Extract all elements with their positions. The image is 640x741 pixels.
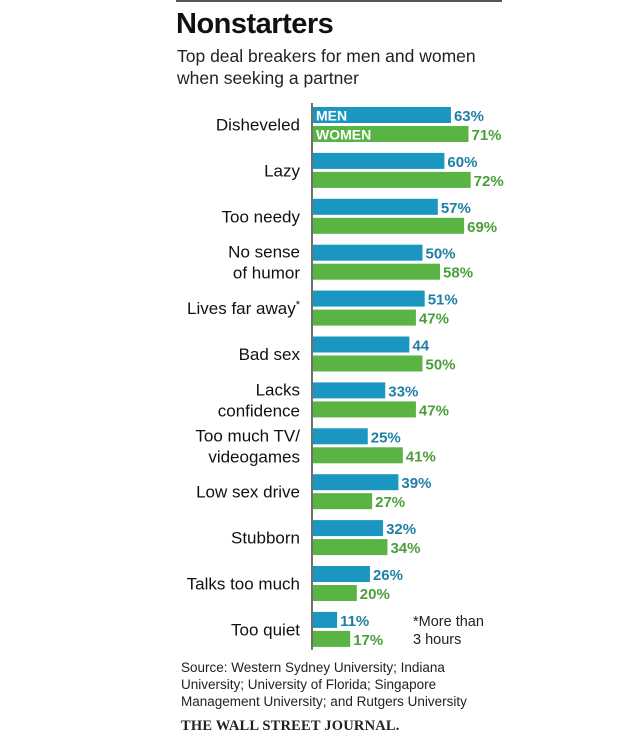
- category-label: of humor: [233, 264, 300, 283]
- value-label-women: 27%: [375, 494, 405, 511]
- bar-women: [313, 309, 416, 326]
- bar-men: [313, 474, 399, 491]
- value-label-men: 32%: [386, 521, 416, 538]
- value-label-men: 26%: [373, 567, 403, 584]
- category-label: Disheveled: [216, 116, 300, 135]
- value-label-women: 72%: [474, 173, 504, 190]
- bar-women: [313, 171, 471, 188]
- bar-men: [313, 152, 445, 169]
- bar-men: [313, 611, 338, 628]
- value-label-women: 58%: [443, 265, 473, 282]
- value-label-men: 11%: [340, 613, 369, 630]
- bar-women: [313, 401, 416, 418]
- category-label: Bad sex: [239, 345, 301, 364]
- bar-women: [313, 585, 357, 601]
- footnote-marker: *: [296, 299, 301, 311]
- bar-men: [313, 520, 384, 537]
- value-label-women: 50%: [426, 357, 456, 374]
- value-label-men: 44: [412, 338, 429, 355]
- bar-men: [313, 290, 425, 307]
- legend-women: WOMEN: [316, 127, 371, 143]
- value-label-men: 50%: [426, 246, 456, 263]
- value-label-men: 39%: [401, 475, 431, 492]
- bar-women: [313, 539, 388, 556]
- category-label: Too quiet: [231, 620, 300, 639]
- bar-men: [313, 107, 451, 123]
- value-label-women: 47%: [419, 402, 449, 419]
- value-label-men: 25%: [371, 429, 401, 446]
- value-label-women: 47%: [419, 311, 449, 328]
- bar-men: [313, 566, 370, 582]
- category-label: Lacks: [256, 380, 300, 399]
- category-label: Too needy: [222, 207, 301, 226]
- category-label: Low sex drive: [196, 483, 300, 502]
- category-label: Lives far away*: [187, 299, 301, 318]
- bar-women: [313, 355, 423, 372]
- category-label: videogames: [208, 447, 300, 466]
- top-rule: [176, 0, 502, 2]
- category-label: Talks too much: [187, 575, 300, 594]
- bar-men: [313, 382, 386, 399]
- value-label-women: 17%: [353, 632, 383, 649]
- bar-women: [313, 126, 469, 142]
- bar-men: [313, 244, 423, 261]
- category-label: Lazy: [264, 161, 300, 180]
- value-label-women: 34%: [390, 540, 420, 557]
- value-label-men: 33%: [388, 383, 418, 400]
- chart-subtitle: Top deal breakers for men and women when…: [177, 46, 476, 88]
- chart-title: Nonstarters: [176, 8, 334, 40]
- value-label-women: 41%: [406, 448, 436, 465]
- bar-women: [313, 263, 441, 280]
- bar-men: [313, 336, 410, 353]
- legend-men: MEN: [316, 108, 347, 124]
- publisher-logo: THE WALL STREET JOURNAL.: [181, 718, 400, 734]
- bar-women: [313, 217, 465, 234]
- bar-women: [313, 630, 351, 647]
- value-label-women: 20%: [360, 586, 390, 603]
- bar-women: [313, 493, 373, 510]
- bar-men: [313, 428, 368, 445]
- category-label: confidence: [218, 401, 300, 420]
- value-label-men: 51%: [428, 292, 458, 309]
- value-label-men: 60%: [447, 154, 477, 171]
- bar-men: [313, 198, 438, 215]
- source-note: Source: Western Sydney University; India…: [181, 660, 467, 709]
- bar-women: [313, 447, 403, 464]
- category-label: No sense: [228, 243, 300, 262]
- category-label: Too much TV/: [195, 426, 300, 445]
- value-label-men: 57%: [441, 200, 471, 217]
- footnote: *More than 3 hours: [413, 614, 484, 648]
- value-label-women: 71%: [471, 127, 501, 144]
- value-label-women: 69%: [467, 219, 497, 236]
- category-label: Stubborn: [231, 529, 300, 548]
- value-label-men: 63%: [454, 108, 484, 125]
